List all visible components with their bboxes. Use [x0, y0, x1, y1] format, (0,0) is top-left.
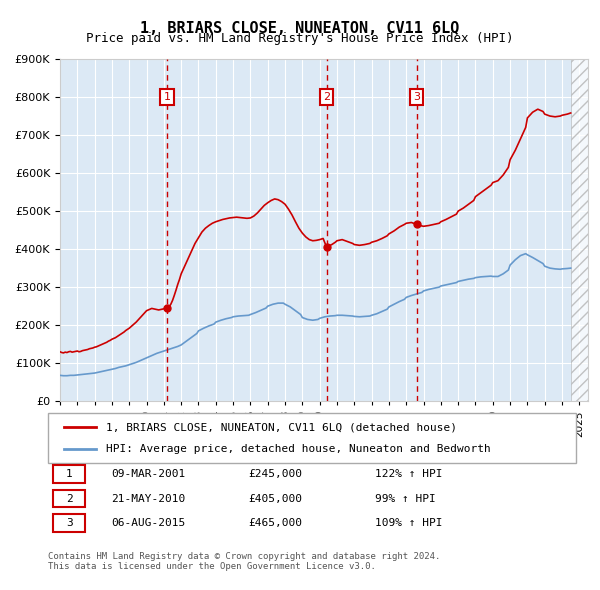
FancyBboxPatch shape — [53, 490, 85, 507]
Text: £245,000: £245,000 — [248, 469, 302, 479]
Text: 1, BRIARS CLOSE, NUNEATON, CV11 6LQ: 1, BRIARS CLOSE, NUNEATON, CV11 6LQ — [140, 21, 460, 35]
FancyBboxPatch shape — [53, 514, 85, 532]
FancyBboxPatch shape — [48, 413, 576, 463]
Text: 1: 1 — [66, 469, 73, 479]
Text: £465,000: £465,000 — [248, 518, 302, 528]
Text: HPI: Average price, detached house, Nuneaton and Bedworth: HPI: Average price, detached house, Nune… — [106, 444, 491, 454]
Text: Contains HM Land Registry data © Crown copyright and database right 2024.
This d: Contains HM Land Registry data © Crown c… — [48, 552, 440, 571]
FancyBboxPatch shape — [53, 466, 85, 483]
Text: 99% ↑ HPI: 99% ↑ HPI — [376, 494, 436, 503]
Text: Price paid vs. HM Land Registry's House Price Index (HPI): Price paid vs. HM Land Registry's House … — [86, 32, 514, 45]
Text: 122% ↑ HPI: 122% ↑ HPI — [376, 469, 443, 479]
Text: 21-MAY-2010: 21-MAY-2010 — [112, 494, 185, 503]
Text: 1, BRIARS CLOSE, NUNEATON, CV11 6LQ (detached house): 1, BRIARS CLOSE, NUNEATON, CV11 6LQ (det… — [106, 422, 457, 432]
Text: 2: 2 — [323, 92, 330, 102]
Text: 06-AUG-2015: 06-AUG-2015 — [112, 518, 185, 528]
Text: 3: 3 — [413, 92, 420, 102]
Text: 09-MAR-2001: 09-MAR-2001 — [112, 469, 185, 479]
Text: 1: 1 — [164, 92, 171, 102]
Text: 109% ↑ HPI: 109% ↑ HPI — [376, 518, 443, 528]
Text: 2: 2 — [66, 494, 73, 503]
Text: 3: 3 — [66, 518, 73, 528]
Text: £405,000: £405,000 — [248, 494, 302, 503]
Bar — [571, 59, 588, 401]
